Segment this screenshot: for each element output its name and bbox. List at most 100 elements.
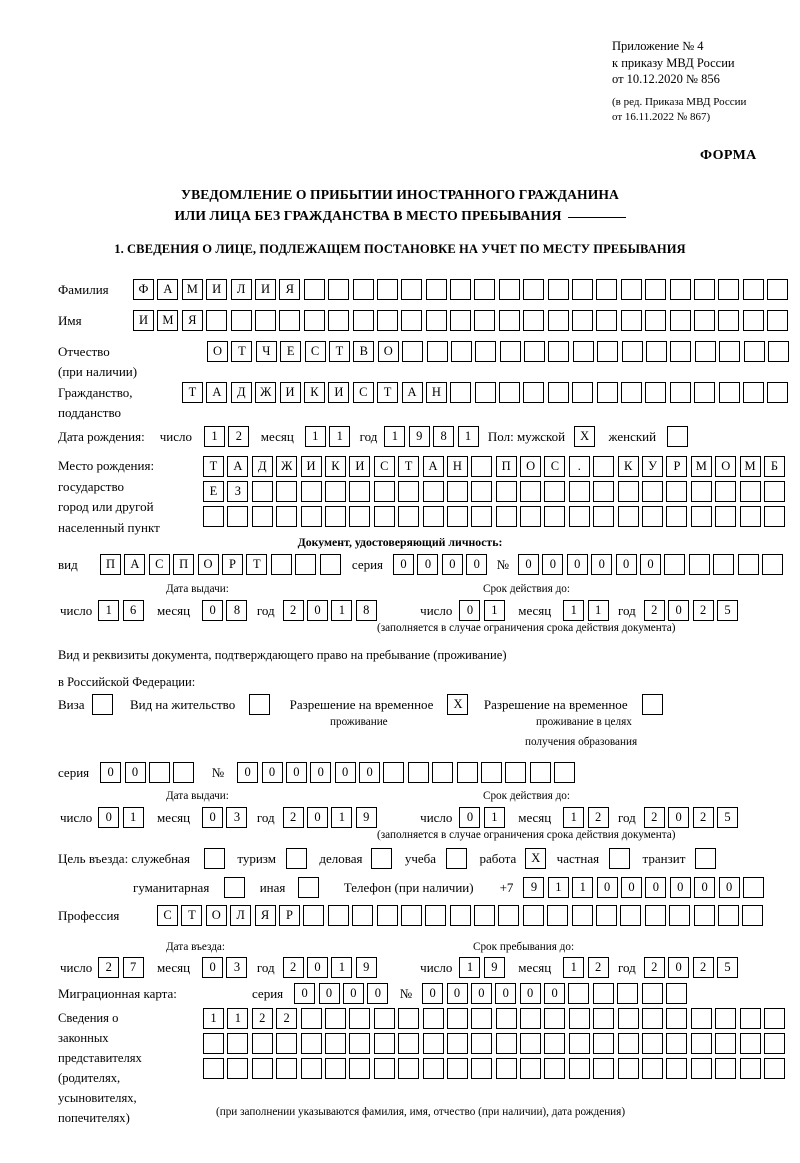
grid-cell[interactable]: [276, 481, 298, 502]
grid-cell[interactable]: Т: [231, 341, 253, 362]
grid-cell[interactable]: [694, 382, 716, 403]
grid-cell[interactable]: 0: [639, 554, 661, 575]
grid-cell[interactable]: [568, 1008, 590, 1029]
grid-cell[interactable]: Р: [278, 905, 300, 926]
grid-cell[interactable]: [373, 481, 395, 502]
grid-cell[interactable]: [617, 1033, 639, 1054]
grid-cell[interactable]: [373, 1033, 395, 1054]
grid-cell[interactable]: [642, 1008, 664, 1029]
grid-cell[interactable]: 1: [563, 600, 585, 621]
grid-cell[interactable]: [324, 1058, 346, 1079]
purpose-other-checkbox[interactable]: [298, 877, 322, 898]
grid-cell[interactable]: [446, 506, 468, 527]
grid-cell[interactable]: [593, 1058, 615, 1079]
grid-cell[interactable]: 5: [716, 957, 738, 978]
grid-cell[interactable]: [688, 554, 710, 575]
grid-cell[interactable]: [621, 382, 643, 403]
grid-cell[interactable]: Л: [230, 905, 252, 926]
grid-cell[interactable]: [645, 310, 667, 331]
grid-cell[interactable]: [742, 382, 764, 403]
grid-cell[interactable]: А: [422, 456, 444, 477]
grid-cell[interactable]: [324, 1033, 346, 1054]
grid-cell[interactable]: [371, 848, 393, 869]
grid-cell[interactable]: 0: [261, 762, 283, 783]
grid-cell[interactable]: [596, 382, 618, 403]
grid-cell[interactable]: 1: [384, 426, 406, 447]
grid-cell[interactable]: Т: [182, 382, 203, 403]
grid-cell[interactable]: И: [279, 382, 301, 403]
grid-cell[interactable]: П: [173, 554, 195, 575]
grid-cell[interactable]: [383, 762, 405, 783]
grid-cell[interactable]: 1: [122, 807, 144, 828]
grid-cell[interactable]: К: [324, 456, 346, 477]
grid-cell[interactable]: [227, 1033, 249, 1054]
grid-cell[interactable]: [481, 762, 503, 783]
grid-cell[interactable]: С: [373, 456, 395, 477]
grid-cell[interactable]: [432, 762, 454, 783]
grid-cell[interactable]: [352, 279, 374, 300]
grid-cell[interactable]: Т: [181, 905, 203, 926]
grid-cell[interactable]: [690, 1008, 712, 1029]
grid-cell[interactable]: Т: [203, 456, 224, 477]
grid-cell[interactable]: [767, 310, 789, 331]
grid-cell[interactable]: [742, 279, 764, 300]
grid-cell[interactable]: [737, 554, 759, 575]
grid-cell[interactable]: [499, 341, 521, 362]
grid-cell[interactable]: [715, 506, 737, 527]
grid-cell[interactable]: [324, 1008, 346, 1029]
grid-cell[interactable]: 2: [643, 957, 665, 978]
grid-cell[interactable]: [664, 554, 686, 575]
grid-cell[interactable]: [669, 310, 691, 331]
grid-cell[interactable]: [475, 341, 497, 362]
grid-cell[interactable]: 2: [643, 807, 665, 828]
grid-cell[interactable]: М: [181, 279, 203, 300]
grid-cell[interactable]: [270, 554, 292, 575]
grid-cell[interactable]: [693, 310, 715, 331]
grid-cell[interactable]: [670, 341, 692, 362]
grid-cell[interactable]: [474, 905, 496, 926]
grid-cell[interactable]: [645, 382, 667, 403]
grid-cell[interactable]: [298, 877, 320, 898]
grid-cell[interactable]: 1: [547, 877, 569, 898]
grid-cell[interactable]: [763, 1058, 785, 1079]
grid-cell[interactable]: [554, 762, 576, 783]
grid-cell[interactable]: [471, 1008, 493, 1029]
grid-cell[interactable]: [669, 382, 691, 403]
grid-cell[interactable]: [446, 1033, 468, 1054]
grid-cell[interactable]: 7: [122, 957, 144, 978]
grid-cell[interactable]: [547, 310, 569, 331]
grid-cell[interactable]: [251, 506, 273, 527]
grid-cell[interactable]: Я: [279, 279, 301, 300]
grid-cell[interactable]: 0: [544, 983, 566, 1004]
grid-cell[interactable]: С: [304, 341, 326, 362]
grid-cell[interactable]: 9: [355, 807, 377, 828]
grid-cell[interactable]: [593, 456, 615, 477]
grid-cell[interactable]: [422, 481, 444, 502]
grid-cell[interactable]: [352, 905, 374, 926]
grid-cell[interactable]: X: [447, 694, 469, 715]
grid-cell[interactable]: 0: [615, 554, 637, 575]
grid-cell[interactable]: 0: [668, 600, 690, 621]
grid-cell[interactable]: А: [124, 554, 146, 575]
grid-cell[interactable]: [547, 279, 569, 300]
grid-cell[interactable]: Р: [221, 554, 243, 575]
legal-rep-input-2[interactable]: [203, 1033, 788, 1054]
grid-cell[interactable]: [646, 341, 668, 362]
grid-cell[interactable]: [498, 310, 520, 331]
grid-cell[interactable]: [568, 506, 590, 527]
grid-cell[interactable]: [407, 762, 429, 783]
grid-cell[interactable]: [376, 310, 398, 331]
grid-cell[interactable]: 0: [596, 877, 618, 898]
grid-cell[interactable]: [572, 279, 594, 300]
grid-cell[interactable]: Е: [280, 341, 302, 362]
grid-cell[interactable]: [592, 983, 614, 1004]
grid-cell[interactable]: 0: [334, 762, 356, 783]
grid-cell[interactable]: И: [206, 279, 228, 300]
purpose-transit-checkbox[interactable]: [695, 848, 719, 869]
